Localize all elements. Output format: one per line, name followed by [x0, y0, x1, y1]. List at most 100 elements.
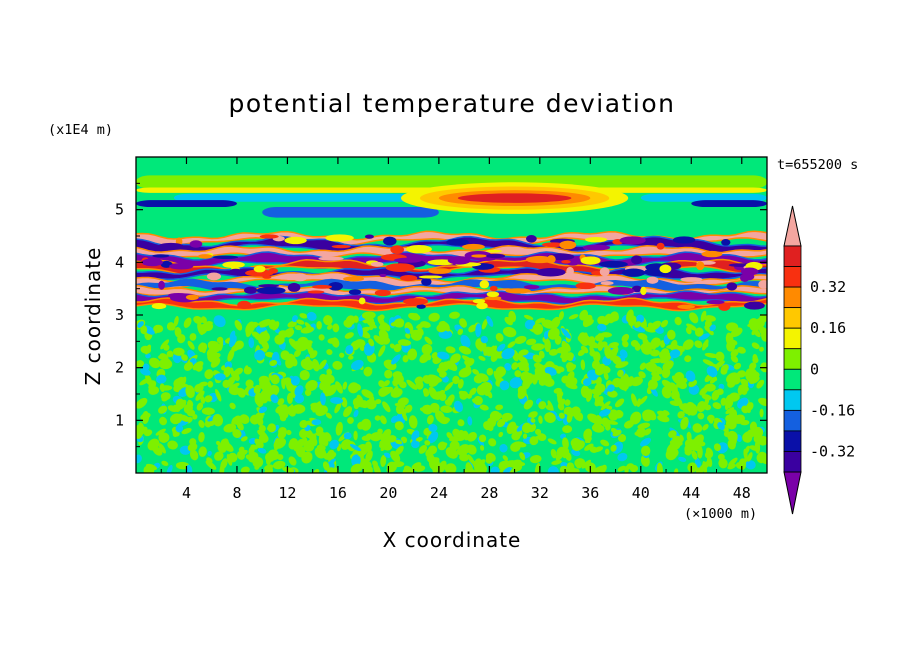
noise-blob: [621, 333, 630, 343]
field-noise-layer: [136, 309, 767, 473]
noise-blob: [167, 405, 178, 412]
noise-blob: [469, 387, 477, 396]
upper-band: [136, 175, 767, 189]
noise-blob: [160, 339, 170, 350]
turbulent-patch: [418, 275, 443, 279]
noise-blob: [641, 445, 651, 457]
noise-blob: [305, 380, 318, 392]
noise-blob: [634, 321, 641, 328]
noise-blob: [638, 371, 646, 379]
turbulent-patch: [331, 244, 351, 249]
noise-blob: [228, 382, 240, 390]
noise-blob: [234, 320, 243, 331]
noise-blob: [522, 433, 528, 439]
noise-blob: [444, 463, 457, 473]
turbulent-patch: [485, 296, 502, 301]
noise-blob: [600, 341, 608, 348]
noise-blob: [626, 314, 636, 323]
noise-blob: [443, 323, 450, 332]
noise-blob: [716, 388, 724, 395]
noise-blob: [390, 415, 399, 423]
noise-blob: [594, 383, 606, 394]
noise-blob: [392, 380, 398, 387]
noise-blob: [397, 339, 412, 346]
noise-blob: [617, 452, 628, 462]
noise-blob: [278, 426, 287, 436]
noise-blob: [294, 385, 304, 397]
noise-blob: [327, 449, 335, 458]
noise-blob: [694, 445, 701, 452]
noise-blob: [473, 374, 484, 384]
noise-blob: [232, 429, 242, 439]
noise-blob: [349, 443, 362, 452]
noise-blob: [704, 352, 719, 359]
turbulent-patch: [585, 236, 608, 243]
noise-blob: [553, 387, 562, 394]
noise-blob: [277, 398, 285, 406]
x-unit-label: (×1000 m): [684, 506, 757, 522]
noise-blob: [258, 406, 268, 414]
noise-blob: [357, 323, 363, 337]
noise-blob: [640, 437, 651, 447]
noise-blob: [438, 416, 450, 425]
noise-blob: [322, 386, 332, 397]
noise-blob: [251, 331, 261, 339]
noise-blob: [287, 320, 297, 328]
noise-blob: [612, 355, 622, 365]
noise-blob: [326, 349, 333, 356]
noise-blob: [158, 432, 170, 443]
noise-blob: [257, 429, 268, 439]
noise-blob: [667, 329, 676, 340]
noise-blob: [158, 354, 169, 360]
noise-blob: [727, 463, 737, 470]
noise-blob: [547, 438, 557, 445]
noise-blob: [363, 366, 373, 377]
noise-blob: [697, 412, 705, 420]
noise-blob: [373, 335, 385, 345]
noise-blob: [677, 345, 685, 352]
noise-blob: [696, 401, 706, 413]
noise-blob: [353, 403, 359, 410]
noise-blob: [614, 398, 625, 408]
noise-blob: [561, 375, 570, 384]
noise-blob: [383, 452, 391, 458]
noise-blob: [557, 402, 565, 411]
noise-blob: [413, 465, 426, 472]
noise-blob: [665, 448, 678, 461]
noise-blob: [502, 326, 517, 338]
noise-blob: [496, 418, 506, 428]
noise-blob: [580, 359, 586, 371]
noise-blob: [593, 351, 601, 362]
turbulent-patch: [393, 257, 422, 263]
noise-blob: [421, 344, 433, 355]
noise-blob: [181, 427, 192, 435]
noise-blob: [490, 466, 500, 473]
turbulent-patch: [402, 298, 429, 305]
noise-blob: [229, 402, 236, 410]
noise-blob: [392, 371, 403, 379]
turbulent-patch: [559, 240, 577, 250]
noise-blob: [730, 327, 743, 338]
noise-blob: [378, 380, 386, 388]
noise-blob: [749, 421, 758, 432]
noise-blob: [217, 443, 227, 453]
noise-blob: [332, 323, 340, 333]
noise-blob: [335, 381, 343, 394]
turbulent-patch: [758, 280, 767, 289]
noise-blob: [143, 429, 153, 437]
turbulent-patch: [485, 253, 506, 259]
turbulent-patch: [141, 258, 163, 267]
noise-blob: [537, 433, 547, 441]
noise-blob: [351, 359, 364, 371]
noise-blob: [704, 325, 711, 333]
noise-blob: [674, 316, 682, 326]
colorbar-segment: [783, 286, 802, 309]
turbulent-patch: [189, 240, 203, 248]
noise-blob: [316, 320, 322, 330]
noise-blob: [725, 418, 737, 430]
turbulent-patch: [256, 286, 286, 295]
noise-blob: [450, 353, 461, 364]
noise-blob: [610, 350, 618, 361]
noise-blob: [257, 447, 267, 454]
noise-blob: [275, 404, 288, 414]
